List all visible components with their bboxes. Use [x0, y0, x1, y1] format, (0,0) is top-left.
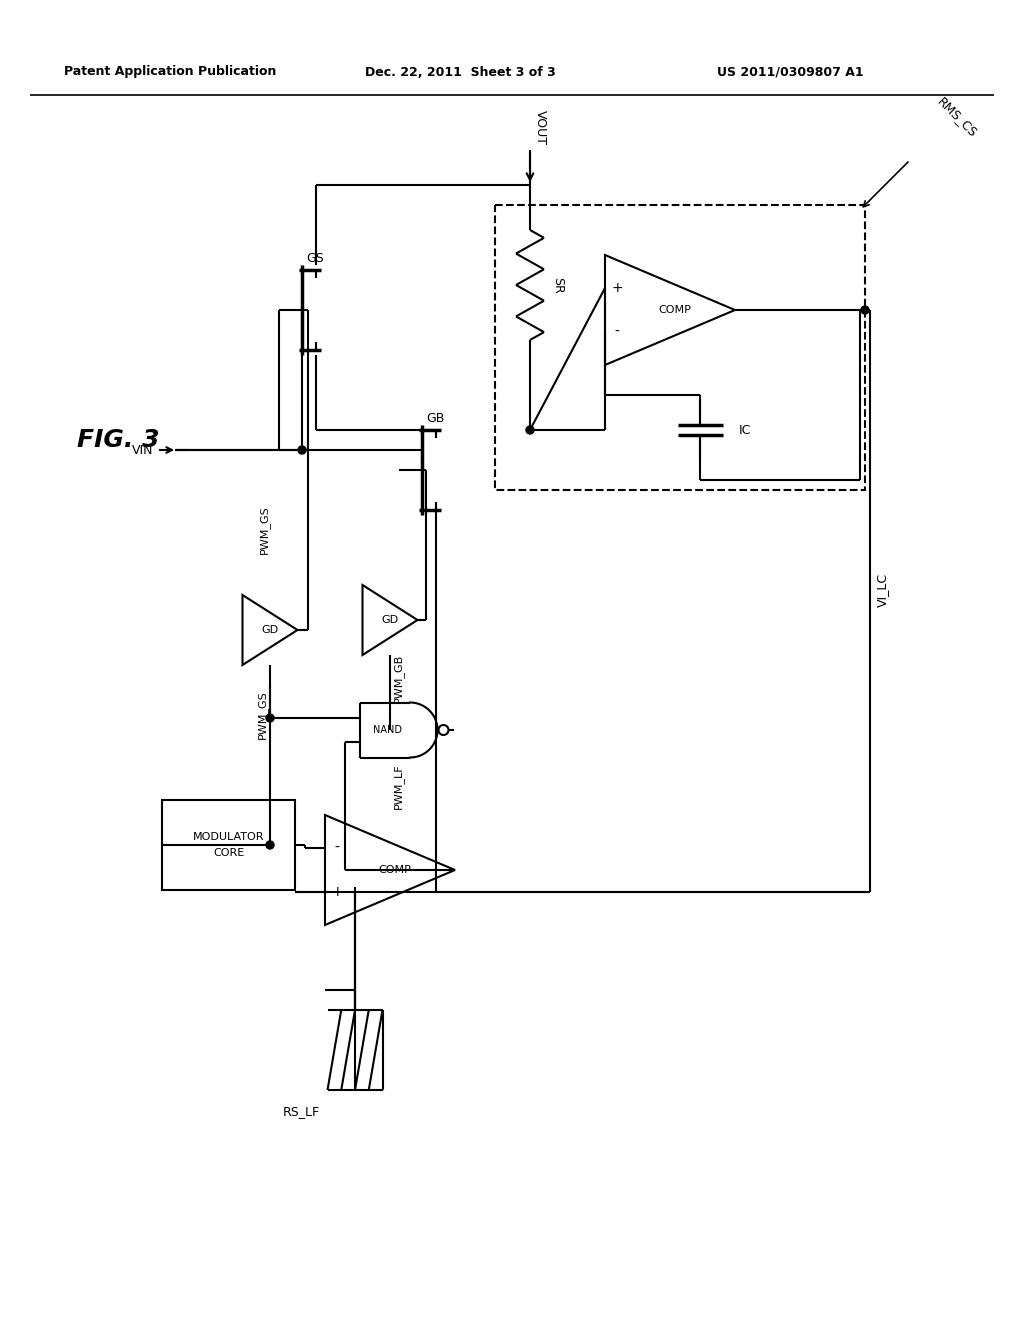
Text: VI_LC: VI_LC — [876, 573, 889, 607]
Text: RS_LF: RS_LF — [283, 1106, 319, 1118]
Text: -: - — [335, 841, 339, 855]
Text: NAND: NAND — [373, 725, 401, 735]
Text: US 2011/0309807 A1: US 2011/0309807 A1 — [717, 66, 863, 78]
Text: -: - — [614, 325, 620, 339]
Text: PWM_GS: PWM_GS — [258, 506, 269, 554]
Text: IC: IC — [738, 424, 752, 437]
Text: MODULATOR: MODULATOR — [193, 832, 264, 842]
Circle shape — [266, 841, 274, 849]
Circle shape — [861, 306, 869, 314]
Text: GD: GD — [261, 624, 279, 635]
Text: PWM_LF: PWM_LF — [392, 763, 403, 809]
Text: Patent Application Publication: Patent Application Publication — [63, 66, 276, 78]
Text: +: + — [611, 281, 623, 294]
Text: COMP: COMP — [658, 305, 691, 315]
Text: Dec. 22, 2011  Sheet 3 of 3: Dec. 22, 2011 Sheet 3 of 3 — [365, 66, 555, 78]
Text: CORE: CORE — [213, 847, 244, 858]
Text: COMP: COMP — [379, 865, 412, 875]
Text: GS: GS — [306, 252, 324, 264]
Text: PWM_GS: PWM_GS — [257, 690, 267, 739]
Text: +: + — [331, 884, 343, 899]
Bar — [495, 205, 865, 490]
Text: VIN: VIN — [131, 444, 153, 457]
Text: GB: GB — [426, 412, 444, 425]
Text: RMS_CS: RMS_CS — [935, 95, 980, 140]
Text: FIG. 3: FIG. 3 — [77, 428, 160, 451]
Circle shape — [298, 446, 306, 454]
Bar — [162, 800, 295, 890]
Circle shape — [266, 714, 274, 722]
Text: PWM_GB: PWM_GB — [392, 655, 403, 704]
Text: GD: GD — [381, 615, 398, 624]
Text: SR: SR — [552, 277, 564, 293]
Circle shape — [526, 426, 534, 434]
Text: VOUT: VOUT — [534, 110, 547, 145]
